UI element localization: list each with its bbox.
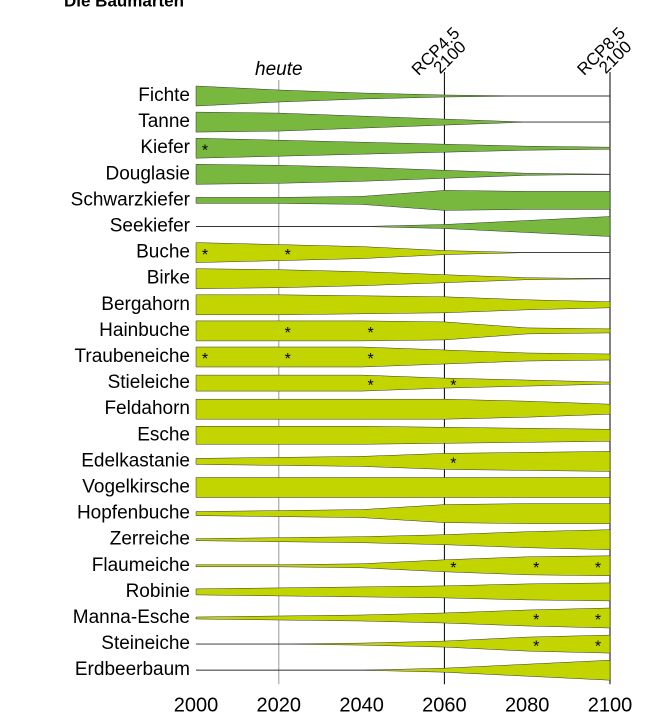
- wedge: [195, 190, 611, 211]
- x-tick-label: 2060: [422, 694, 467, 716]
- row-label: Esche: [137, 424, 190, 445]
- wedge: [195, 294, 611, 316]
- wedge: [195, 268, 611, 289]
- wedge: [196, 659, 611, 681]
- x-tick-label: 2020: [257, 694, 302, 716]
- wedge: [195, 346, 611, 368]
- wedge: [195, 426, 611, 445]
- row-label: Vogelkirsche: [82, 477, 190, 498]
- x-tick-label: 2080: [505, 694, 550, 716]
- wedge: [195, 320, 611, 342]
- x-tick-label: 2100: [588, 694, 633, 716]
- row-label: Manna-Esche: [73, 607, 190, 628]
- row-label: Kiefer: [140, 137, 190, 158]
- row-label: Flaumeiche: [92, 555, 190, 576]
- wedge: [195, 477, 611, 498]
- wedge: [195, 503, 611, 524]
- row-label: Hainbuche: [99, 320, 190, 341]
- significance-marker: *: [285, 247, 291, 264]
- wedge: [195, 529, 611, 550]
- wedge: [195, 555, 611, 577]
- row-label: Erdbeerbaum: [75, 659, 190, 680]
- x-tick-label: 2040: [339, 694, 384, 716]
- significance-marker: *: [533, 560, 539, 577]
- significance-marker: *: [450, 560, 456, 577]
- significance-marker: *: [285, 325, 291, 342]
- row-label: Edelkastanie: [81, 450, 190, 471]
- wedge: [195, 111, 610, 133]
- significance-marker: *: [367, 351, 373, 368]
- significance-marker: *: [595, 612, 601, 629]
- row-label: Hopfenbuche: [77, 503, 190, 524]
- significance-marker: *: [202, 142, 208, 159]
- row-label: Seekiefer: [110, 216, 191, 237]
- row-label: Schwarzkiefer: [71, 189, 191, 210]
- wedge: [195, 607, 611, 629]
- significance-marker: *: [450, 456, 456, 473]
- significance-marker: *: [367, 325, 373, 342]
- wedge: [195, 242, 610, 263]
- row-label: Traubeneiche: [75, 346, 190, 367]
- row-label: Buche: [136, 242, 190, 263]
- significance-marker: *: [450, 377, 456, 394]
- wedge: [195, 137, 611, 159]
- row-label: Bergahorn: [101, 294, 190, 315]
- row-label: Douglasie: [106, 163, 191, 184]
- chart-title: Die Baumarten: [64, 0, 184, 10]
- significance-marker: *: [202, 351, 208, 368]
- significance-marker: *: [533, 638, 539, 655]
- row-label: Fichte: [138, 85, 190, 106]
- row-label: Steineiche: [101, 633, 190, 654]
- significance-marker: *: [202, 247, 208, 264]
- x-tick-label: 2000: [174, 694, 219, 716]
- significance-marker: *: [595, 560, 601, 577]
- row-label: Tanne: [138, 111, 190, 132]
- wedge: [195, 164, 611, 185]
- significance-marker: *: [533, 612, 539, 629]
- wedge: [195, 374, 611, 392]
- wedge: [196, 634, 611, 654]
- wedge: [195, 451, 611, 472]
- row-label: Feldahorn: [104, 398, 190, 419]
- significance-marker: *: [367, 377, 373, 394]
- wedge: [195, 582, 611, 602]
- row-label: Birke: [147, 268, 190, 289]
- row-label: Robinie: [126, 581, 190, 602]
- significance-marker: *: [285, 351, 291, 368]
- wedge: [196, 216, 611, 237]
- significance-marker: *: [595, 638, 601, 655]
- row-label: Stieleiche: [108, 372, 190, 393]
- reference-label: heute: [255, 59, 303, 80]
- wedge: [195, 398, 611, 420]
- wedge: [195, 85, 610, 107]
- row-label: Zerreiche: [110, 529, 190, 550]
